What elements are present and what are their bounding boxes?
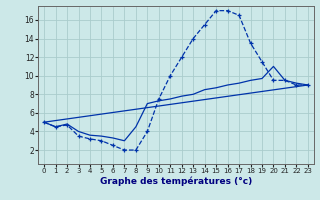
X-axis label: Graphe des températures (°c): Graphe des températures (°c) xyxy=(100,177,252,186)
